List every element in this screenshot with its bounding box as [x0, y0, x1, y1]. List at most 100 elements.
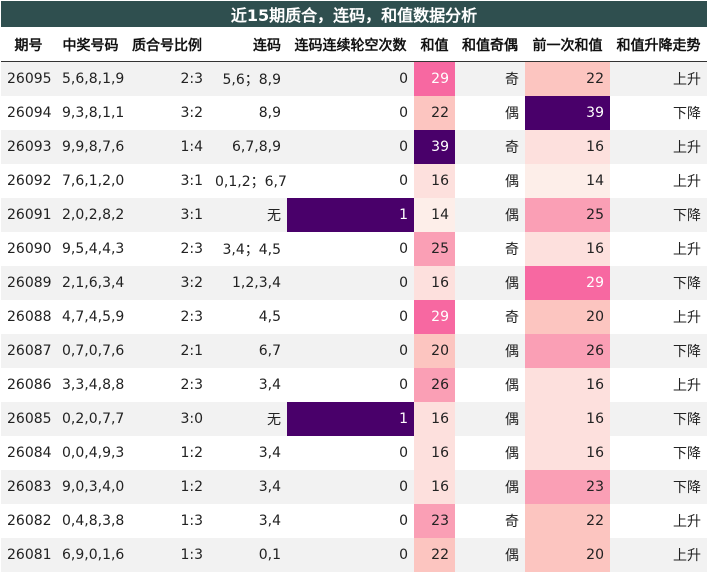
trend-cell: 下降 — [610, 436, 707, 470]
consecutive-cell: 5,6；8,9 — [209, 61, 287, 96]
parity-cell: 偶 — [455, 538, 525, 572]
table-row: 26094 9,3,8,1,1 3:2 8,9 0 22 偶 39 下降 — [1, 96, 707, 130]
consecutive-cell: 6,7,8,9 — [209, 130, 287, 164]
miss-count-cell: 0 — [287, 368, 414, 402]
previous-sum-cell: 22 — [525, 61, 610, 96]
sum-cell: 16 — [414, 402, 455, 436]
ratio-cell: 3:2 — [125, 96, 209, 130]
ratio-cell: 2:1 — [125, 334, 209, 368]
sum-cell: 29 — [414, 300, 455, 334]
winning-numbers-cell: 6,9,0,1,6 — [56, 538, 125, 572]
sum-cell: 16 — [414, 266, 455, 300]
previous-sum-cell: 39 — [525, 96, 610, 130]
sum-cell: 16 — [414, 470, 455, 504]
winning-numbers-cell: 9,3,8,1,1 — [56, 96, 125, 130]
table-row: 26086 3,3,4,8,8 2:3 3,4 0 26 偶 16 上升 — [1, 368, 707, 402]
issue-cell: 26091 — [1, 198, 56, 232]
table-row: 26095 5,6,8,1,9 2:3 5,6；8,9 0 29 奇 22 上升 — [1, 61, 707, 96]
parity-cell: 奇 — [455, 232, 525, 266]
consecutive-cell: 6,7 — [209, 334, 287, 368]
table-row: 26091 2,0,2,8,2 3:1 无 1 14 偶 25 下降 — [1, 198, 707, 232]
table-row: 26082 0,4,8,3,8 1:3 3,4 0 23 奇 22 上升 — [1, 504, 707, 538]
table-row: 26081 6,9,0,1,6 1:3 0,1 0 22 偶 20 上升 — [1, 538, 707, 572]
miss-count-cell: 1 — [287, 198, 414, 232]
parity-cell: 偶 — [455, 96, 525, 130]
ratio-cell: 2:3 — [125, 232, 209, 266]
table-title: 近15期质合，连码，和值数据分析 — [1, 1, 707, 27]
winning-numbers-cell: 2,0,2,8,2 — [56, 198, 125, 232]
ratio-cell: 3:1 — [125, 198, 209, 232]
sum-cell: 22 — [414, 538, 455, 572]
winning-numbers-cell: 5,6,8,1,9 — [56, 61, 125, 96]
header-consecutive-miss-count: 连码连续轮空次数 — [287, 28, 414, 62]
consecutive-cell: 4,5 — [209, 300, 287, 334]
parity-cell: 偶 — [455, 164, 525, 198]
ratio-cell: 3:1 — [125, 164, 209, 198]
issue-cell: 26085 — [1, 402, 56, 436]
consecutive-cell: 0,1 — [209, 538, 287, 572]
trend-cell: 上升 — [610, 164, 707, 198]
table-row: 26089 2,1,6,3,4 3:2 1,2,3,4 0 16 偶 29 下降 — [1, 266, 707, 300]
parity-cell: 偶 — [455, 368, 525, 402]
ratio-cell: 3:0 — [125, 402, 209, 436]
issue-cell: 26086 — [1, 368, 56, 402]
issue-cell: 26087 — [1, 334, 56, 368]
parity-cell: 偶 — [455, 198, 525, 232]
miss-count-cell: 0 — [287, 232, 414, 266]
trend-cell: 下降 — [610, 470, 707, 504]
ratio-cell: 1:2 — [125, 436, 209, 470]
issue-cell: 26081 — [1, 538, 56, 572]
header-sum-trend: 和值升降走势 — [610, 28, 707, 62]
previous-sum-cell: 16 — [525, 232, 610, 266]
sum-cell: 16 — [414, 436, 455, 470]
parity-cell: 奇 — [455, 504, 525, 538]
winning-numbers-cell: 9,5,4,4,3 — [56, 232, 125, 266]
winning-numbers-cell: 2,1,6,3,4 — [56, 266, 125, 300]
sum-cell: 20 — [414, 334, 455, 368]
issue-cell: 26084 — [1, 436, 56, 470]
issue-cell: 26093 — [1, 130, 56, 164]
winning-numbers-cell: 4,7,4,5,9 — [56, 300, 125, 334]
issue-cell: 26094 — [1, 96, 56, 130]
trend-cell: 下降 — [610, 334, 707, 368]
winning-numbers-cell: 0,2,0,7,7 — [56, 402, 125, 436]
parity-cell: 偶 — [455, 470, 525, 504]
parity-cell: 奇 — [455, 61, 525, 96]
consecutive-cell: 3,4 — [209, 368, 287, 402]
miss-count-cell: 0 — [287, 504, 414, 538]
ratio-cell: 1:2 — [125, 470, 209, 504]
table-row: 26088 4,7,4,5,9 2:3 4,5 0 29 奇 20 上升 — [1, 300, 707, 334]
sum-cell: 22 — [414, 96, 455, 130]
trend-cell: 上升 — [610, 300, 707, 334]
previous-sum-cell: 16 — [525, 436, 610, 470]
consecutive-cell: 无 — [209, 198, 287, 232]
previous-sum-cell: 29 — [525, 266, 610, 300]
previous-sum-cell: 20 — [525, 538, 610, 572]
previous-sum-cell: 16 — [525, 130, 610, 164]
miss-count-cell: 1 — [287, 402, 414, 436]
parity-cell: 偶 — [455, 266, 525, 300]
winning-numbers-cell: 9,0,3,4,0 — [56, 470, 125, 504]
consecutive-cell: 无 — [209, 402, 287, 436]
trend-cell: 上升 — [610, 504, 707, 538]
issue-cell: 26095 — [1, 61, 56, 96]
trend-cell: 上升 — [610, 368, 707, 402]
winning-numbers-cell: 3,3,4,8,8 — [56, 368, 125, 402]
previous-sum-cell: 14 — [525, 164, 610, 198]
issue-cell: 26088 — [1, 300, 56, 334]
header-previous-sum: 前一次和值 — [525, 28, 610, 62]
consecutive-cell: 3,4 — [209, 436, 287, 470]
table-row: 26093 9,9,8,7,6 1:4 6,7,8,9 0 39 奇 16 上升 — [1, 130, 707, 164]
trend-cell: 下降 — [610, 402, 707, 436]
consecutive-cell: 0,1,2；6,7 — [209, 164, 287, 198]
header-row: 期号 中奖号码 质合号比例 连码 连码连续轮空次数 和值 和值奇偶 前一次和值 … — [1, 28, 707, 62]
ratio-cell: 3:2 — [125, 266, 209, 300]
header-prime-composite-ratio: 质合号比例 — [125, 28, 209, 62]
header-sum: 和值 — [414, 28, 455, 62]
miss-count-cell: 0 — [287, 61, 414, 96]
table-row: 26084 0,0,4,9,3 1:2 3,4 0 16 偶 16 下降 — [1, 436, 707, 470]
winning-numbers-cell: 0,7,0,7,6 — [56, 334, 125, 368]
parity-cell: 偶 — [455, 402, 525, 436]
consecutive-cell: 1,2,3,4 — [209, 266, 287, 300]
trend-cell: 上升 — [610, 130, 707, 164]
